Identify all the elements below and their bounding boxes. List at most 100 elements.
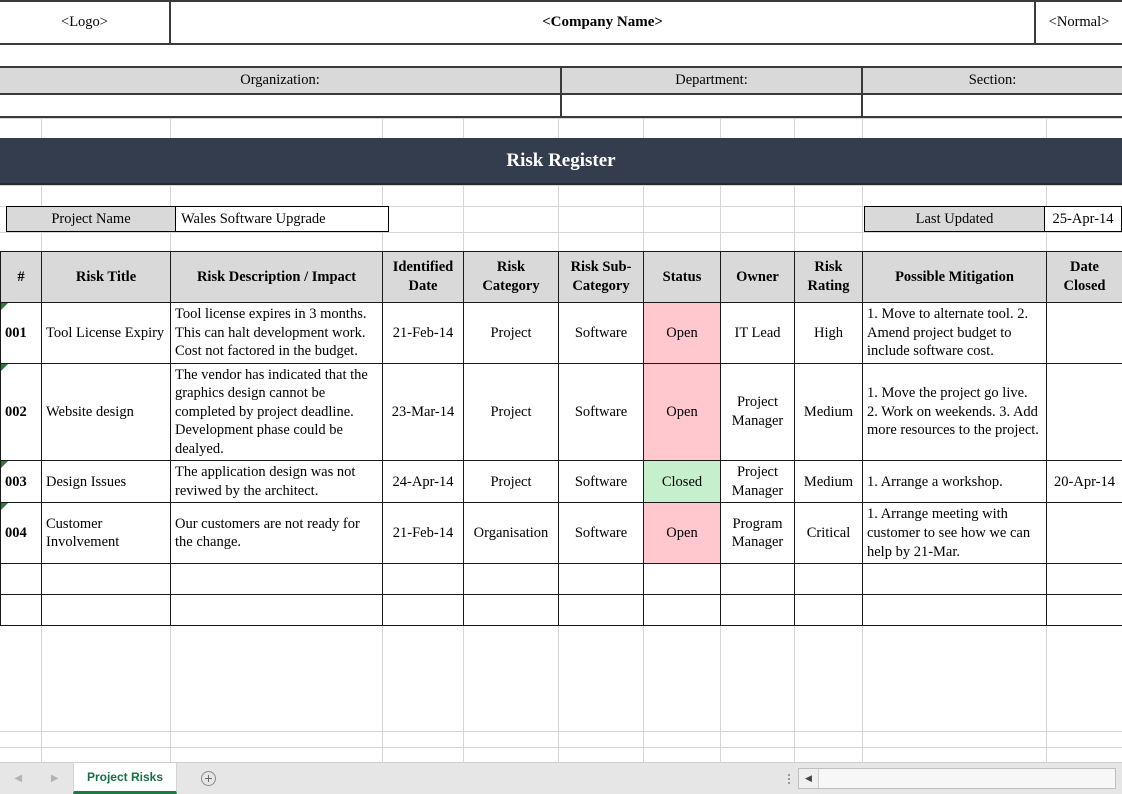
empty-cell[interactable] bbox=[41, 563, 171, 596]
empty-cell[interactable] bbox=[463, 563, 559, 596]
mitigation-cell[interactable]: 1. Arrange a workshop. bbox=[862, 460, 1047, 504]
identified-date-cell[interactable]: 24-Apr-14 bbox=[382, 460, 464, 504]
empty-cell[interactable] bbox=[0, 563, 42, 596]
split-handle[interactable] bbox=[780, 763, 798, 794]
empty-cell[interactable] bbox=[1046, 594, 1122, 627]
logo-placeholder-cell[interactable]: <Logo> bbox=[0, 2, 171, 43]
owner-cell[interactable]: Project Manager bbox=[720, 460, 795, 504]
empty-cell[interactable] bbox=[794, 594, 863, 627]
section-value-cell[interactable] bbox=[863, 95, 1122, 116]
identified-date-cell[interactable]: 21-Feb-14 bbox=[382, 502, 464, 565]
risk-rating-cell[interactable]: Critical bbox=[794, 502, 863, 565]
column-header-risk-subcategory[interactable]: Risk Sub-Category bbox=[558, 251, 644, 303]
identified-date-cell[interactable]: 21-Feb-14 bbox=[382, 302, 464, 364]
risk-subcategory-cell[interactable]: Software bbox=[558, 460, 644, 504]
risk-description-cell[interactable]: Our customers are not ready for the chan… bbox=[170, 502, 383, 565]
risk-id-cell[interactable]: 002 bbox=[0, 362, 42, 462]
last-updated-label: Last Updated bbox=[864, 206, 1045, 232]
empty-cell[interactable] bbox=[720, 563, 795, 596]
date-closed-cell[interactable]: 20-Apr-14 bbox=[1046, 460, 1122, 504]
date-closed-cell[interactable] bbox=[1046, 302, 1122, 364]
owner-cell[interactable]: Project Manager bbox=[720, 362, 795, 462]
identified-date-cell[interactable]: 23-Mar-14 bbox=[382, 362, 464, 462]
add-sheet-button[interactable] bbox=[177, 763, 239, 794]
risk-description-cell[interactable]: Tool license expires in 3 months. This c… bbox=[170, 302, 383, 364]
horizontal-scrollbar[interactable]: ◀ bbox=[798, 768, 1116, 789]
risk-id-cell[interactable]: 004 bbox=[0, 502, 42, 565]
column-header-owner[interactable]: Owner bbox=[720, 251, 795, 303]
owner-cell[interactable]: IT Lead bbox=[720, 302, 795, 364]
risk-subcategory-cell[interactable]: Software bbox=[558, 362, 644, 462]
company-name-cell[interactable]: <Company Name> bbox=[171, 2, 1036, 43]
owner-cell[interactable]: Program Manager bbox=[720, 502, 795, 565]
project-name-label: Project Name bbox=[6, 206, 176, 232]
column-header-number[interactable]: # bbox=[0, 251, 42, 303]
empty-cell[interactable] bbox=[558, 594, 644, 627]
risk-rating-cell[interactable]: Medium bbox=[794, 460, 863, 504]
company-header-row: <Logo> <Company Name> <Normal> bbox=[0, 0, 1122, 45]
risk-category-cell[interactable]: Organisation bbox=[463, 502, 559, 565]
empty-cell[interactable] bbox=[170, 594, 383, 627]
risk-id-cell[interactable]: 003 bbox=[0, 460, 42, 504]
scroll-left-icon[interactable]: ◀ bbox=[799, 769, 819, 788]
last-updated-value[interactable]: 25-Apr-14 bbox=[1045, 206, 1122, 232]
organization-value-cell[interactable] bbox=[0, 95, 562, 116]
column-header-risk-rating[interactable]: Risk Rating bbox=[794, 251, 863, 303]
column-header-date-closed[interactable]: Date Closed bbox=[1046, 251, 1122, 303]
empty-cell[interactable] bbox=[382, 563, 464, 596]
mitigation-cell[interactable]: 1. Arrange meeting with customer to see … bbox=[862, 502, 1047, 565]
risk-title-cell[interactable]: Tool License Expiry bbox=[41, 302, 171, 364]
risk-subcategory-cell[interactable]: Software bbox=[558, 502, 644, 565]
empty-cell[interactable] bbox=[794, 563, 863, 596]
empty-cell[interactable] bbox=[0, 594, 42, 627]
department-value-cell[interactable] bbox=[562, 95, 863, 116]
scrollbar-track[interactable] bbox=[819, 769, 1115, 788]
status-badge[interactable]: Open bbox=[643, 362, 721, 462]
empty-cell[interactable] bbox=[558, 563, 644, 596]
risk-category-cell[interactable]: Project bbox=[463, 302, 559, 364]
column-header-risk-category[interactable]: Risk Category bbox=[463, 251, 559, 303]
empty-cell[interactable] bbox=[862, 594, 1047, 627]
date-closed-cell[interactable] bbox=[1046, 502, 1122, 565]
risk-category-cell[interactable]: Project bbox=[463, 460, 559, 504]
empty-cell[interactable] bbox=[463, 594, 559, 627]
column-header-risk-title[interactable]: Risk Title bbox=[41, 251, 171, 303]
risk-title-cell[interactable]: Design Issues bbox=[41, 460, 171, 504]
empty-cell[interactable] bbox=[382, 594, 464, 627]
risk-description-cell[interactable]: The vendor has indicated that the graphi… bbox=[170, 362, 383, 462]
column-header-description[interactable]: Risk Description / Impact bbox=[170, 251, 383, 303]
date-closed-cell[interactable] bbox=[1046, 362, 1122, 462]
risk-category-cell[interactable]: Project bbox=[463, 362, 559, 462]
empty-cell[interactable] bbox=[862, 563, 1047, 596]
risk-rating-cell[interactable]: Medium bbox=[794, 362, 863, 462]
next-sheet-icon[interactable]: ▶ bbox=[50, 772, 59, 784]
column-header-mitigation[interactable]: Possible Mitigation bbox=[862, 251, 1047, 303]
status-badge[interactable]: Open bbox=[643, 502, 721, 565]
empty-cell[interactable] bbox=[720, 594, 795, 627]
sheet-nav-arrows: ◀ ▶ bbox=[0, 763, 73, 794]
tab-bar-filler bbox=[239, 763, 780, 794]
column-header-status[interactable]: Status bbox=[643, 251, 721, 303]
empty-cell[interactable] bbox=[1046, 563, 1122, 596]
empty-cell[interactable] bbox=[41, 594, 171, 627]
risk-title-cell[interactable]: Website design bbox=[41, 362, 171, 462]
risk-rating-cell[interactable]: High bbox=[794, 302, 863, 364]
column-header-identified-date[interactable]: Identified Date bbox=[382, 251, 464, 303]
empty-cell[interactable] bbox=[170, 563, 383, 596]
previous-sheet-icon[interactable]: ◀ bbox=[14, 772, 23, 784]
risk-title-cell[interactable]: Customer Involvement bbox=[41, 502, 171, 565]
risk-subcategory-cell[interactable]: Software bbox=[558, 302, 644, 364]
status-badge[interactable]: Closed bbox=[643, 460, 721, 504]
mitigation-cell[interactable]: 1. Move to alternate tool. 2. Amend proj… bbox=[862, 302, 1047, 364]
table-row: 004 Customer Involvement Our customers are… bbox=[0, 502, 1122, 565]
table-row: 002 Website design The vendor has indicate… bbox=[0, 362, 1122, 462]
status-badge[interactable]: Open bbox=[643, 302, 721, 364]
sheet-tab-project-risks[interactable]: Project Risks bbox=[73, 763, 177, 794]
empty-cell[interactable] bbox=[643, 563, 721, 596]
mitigation-cell[interactable]: 1. Move the project go live. 2. Work on … bbox=[862, 362, 1047, 462]
project-name-input[interactable]: Wales Software Upgrade bbox=[176, 206, 389, 232]
empty-cell[interactable] bbox=[643, 594, 721, 627]
classification-cell[interactable]: <Normal> bbox=[1036, 2, 1122, 43]
risk-description-cell[interactable]: The application design was not reviwed b… bbox=[170, 460, 383, 504]
risk-id-cell[interactable]: 001 bbox=[0, 302, 42, 364]
